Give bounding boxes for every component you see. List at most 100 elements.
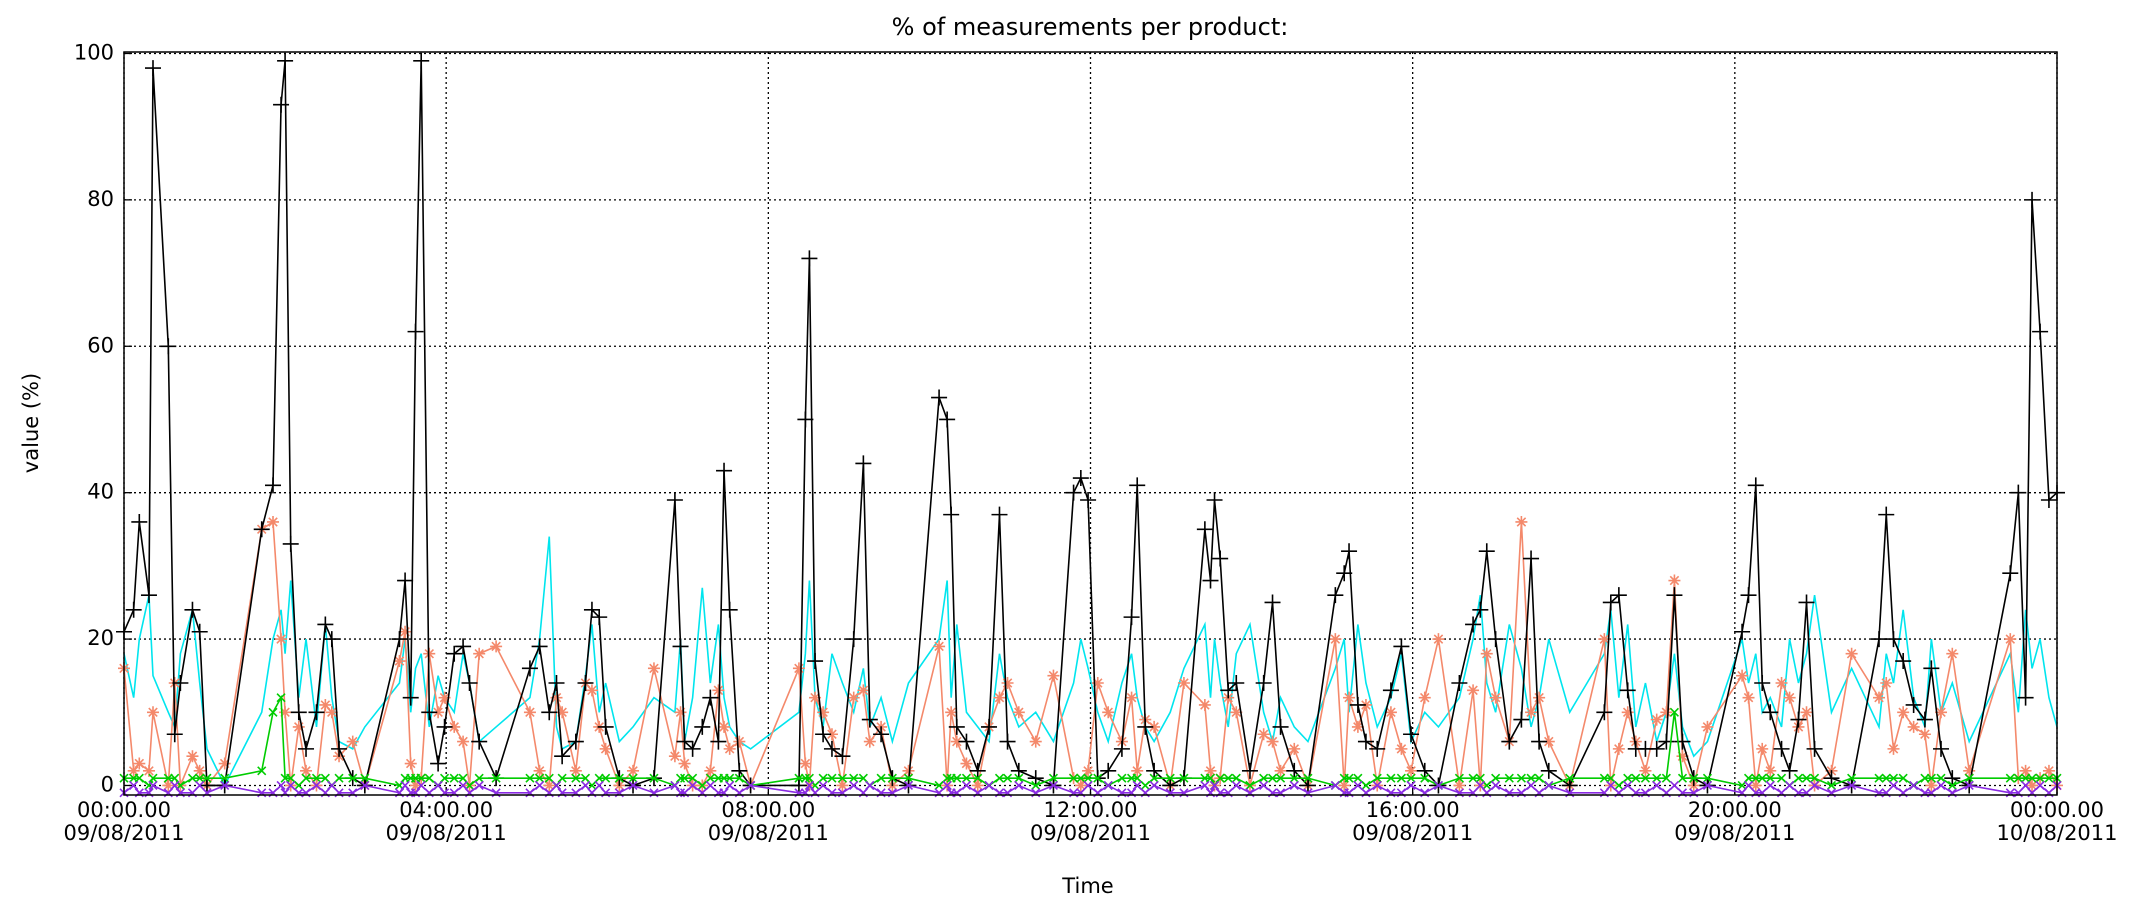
data-point <box>818 780 828 791</box>
data-point <box>1652 773 1662 783</box>
data-point <box>1259 780 1269 791</box>
data-point <box>1349 696 1366 713</box>
data-point <box>1610 587 1627 604</box>
data-point <box>276 693 286 703</box>
data-point <box>286 773 296 783</box>
data-point <box>290 704 307 721</box>
data-point <box>790 777 807 794</box>
data-point <box>433 780 443 791</box>
data-point <box>792 662 805 675</box>
data-point <box>1888 773 1899 783</box>
data-point <box>298 740 315 757</box>
data-point <box>1702 780 1713 791</box>
x-tick-label-line: 09/08/2011 <box>1030 821 1151 845</box>
data-point <box>127 764 140 777</box>
data-point <box>187 773 198 783</box>
x-tick-label: 00:00.00 10/08/2011 <box>1996 798 2117 845</box>
data-point <box>1487 631 1504 648</box>
data-point <box>1526 773 1536 783</box>
data-point <box>1565 773 1575 783</box>
data-point <box>1341 543 1358 560</box>
data-point <box>1669 780 1679 791</box>
data-point <box>943 506 960 523</box>
data-point <box>1619 682 1636 699</box>
data-point <box>1916 711 1933 728</box>
data-point <box>2027 773 2037 783</box>
data-point <box>220 773 230 783</box>
data-point <box>2017 689 2034 706</box>
data-point <box>705 780 715 791</box>
x-tick-label: 08:00.00 09/08/2011 <box>708 798 829 845</box>
x-tick-label-line: 09/08/2011 <box>708 821 829 845</box>
data-point <box>725 780 735 791</box>
data-point <box>845 631 862 648</box>
data-point <box>1418 691 1431 704</box>
data-point <box>323 631 340 648</box>
data-point <box>1523 550 1540 567</box>
data-point <box>129 780 139 791</box>
data-point <box>1652 780 1662 791</box>
data-point <box>311 773 322 783</box>
data-point <box>2024 191 2041 208</box>
data-point <box>580 773 591 783</box>
data-point <box>731 762 748 779</box>
data-point <box>1131 764 1144 777</box>
data-point <box>1895 653 1912 670</box>
data-point <box>1747 477 1764 494</box>
data-point <box>973 773 983 783</box>
data-point <box>1267 773 1278 783</box>
data-point <box>1798 594 1815 611</box>
data-point <box>218 757 231 770</box>
data-point <box>160 338 177 355</box>
data-point <box>567 733 584 750</box>
data-point <box>1887 742 1900 755</box>
data-point <box>253 521 270 538</box>
data-point <box>1123 609 1140 626</box>
data-point <box>666 491 683 508</box>
data-point <box>448 720 461 733</box>
data-point <box>535 780 545 791</box>
data-point <box>2021 780 2031 791</box>
data-point <box>525 773 535 783</box>
data-point <box>1964 780 1974 791</box>
data-point <box>1935 706 1948 719</box>
data-point <box>319 698 332 711</box>
data-point <box>491 773 501 783</box>
x-tick-label: 12:00.00 09/08/2011 <box>1030 798 1151 845</box>
data-point <box>1196 521 1213 538</box>
data-point <box>1873 691 1885 704</box>
data-point <box>144 60 161 77</box>
series-line <box>123 60 2058 788</box>
y-axis-label: value (%) <box>19 373 43 473</box>
data-point <box>133 757 146 770</box>
data-point <box>142 764 155 777</box>
data-point <box>300 764 313 777</box>
data-point <box>311 780 322 791</box>
data-point <box>849 773 859 783</box>
data-point <box>817 706 830 719</box>
data-point <box>257 766 267 776</box>
data-point <box>131 513 148 530</box>
data-point <box>1475 780 1485 791</box>
data-point <box>544 773 554 783</box>
data-point <box>684 740 701 757</box>
data-point <box>1048 773 1059 783</box>
data-point <box>721 601 738 618</box>
data-point <box>823 740 840 757</box>
data-point <box>1689 773 1699 783</box>
data-point <box>195 773 205 783</box>
data-point <box>170 780 180 791</box>
data-point <box>1149 780 1159 791</box>
data-point <box>903 780 914 791</box>
data-point <box>942 773 952 783</box>
data-point <box>1080 491 1097 508</box>
data-point <box>1093 773 1103 783</box>
data-point <box>1382 682 1399 699</box>
x-tick-label-line: 00:00.00 <box>77 798 171 822</box>
x-tick-label: 16:00.00 09/08/2011 <box>1352 798 1473 845</box>
data-point <box>1228 675 1245 692</box>
data-point <box>1806 740 1823 757</box>
y-tick-label: 20 <box>87 626 114 650</box>
data-point <box>1765 780 1775 791</box>
data-point <box>2010 484 2027 501</box>
